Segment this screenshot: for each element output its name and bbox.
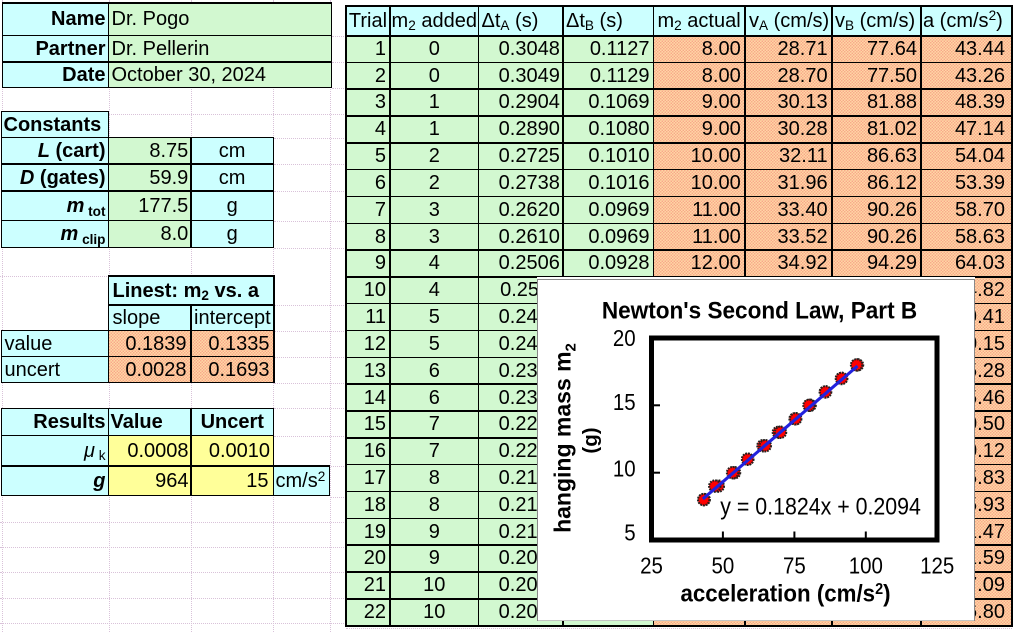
svg-text:25: 25 <box>640 552 663 578</box>
svg-text:10: 10 <box>613 455 636 481</box>
svg-text:Newton's Second Law, Part B: Newton's Second Law, Part B <box>602 296 917 323</box>
svg-text:acceleration (cm/s2): acceleration (cm/s2) <box>680 579 890 606</box>
svg-text:5: 5 <box>624 519 635 545</box>
svg-text:100: 100 <box>849 552 883 578</box>
svg-text:y = 0.1824x + 0.2094: y = 0.1824x + 0.2094 <box>720 492 921 519</box>
svg-text:50: 50 <box>712 552 735 578</box>
svg-text:20: 20 <box>613 324 636 350</box>
svg-text:15: 15 <box>613 388 636 414</box>
svg-text:125: 125 <box>920 552 954 578</box>
svg-text:75: 75 <box>783 552 806 578</box>
svg-text:(g): (g) <box>579 427 602 453</box>
svg-text:hanging mass m2: hanging mass m2 <box>550 343 580 533</box>
